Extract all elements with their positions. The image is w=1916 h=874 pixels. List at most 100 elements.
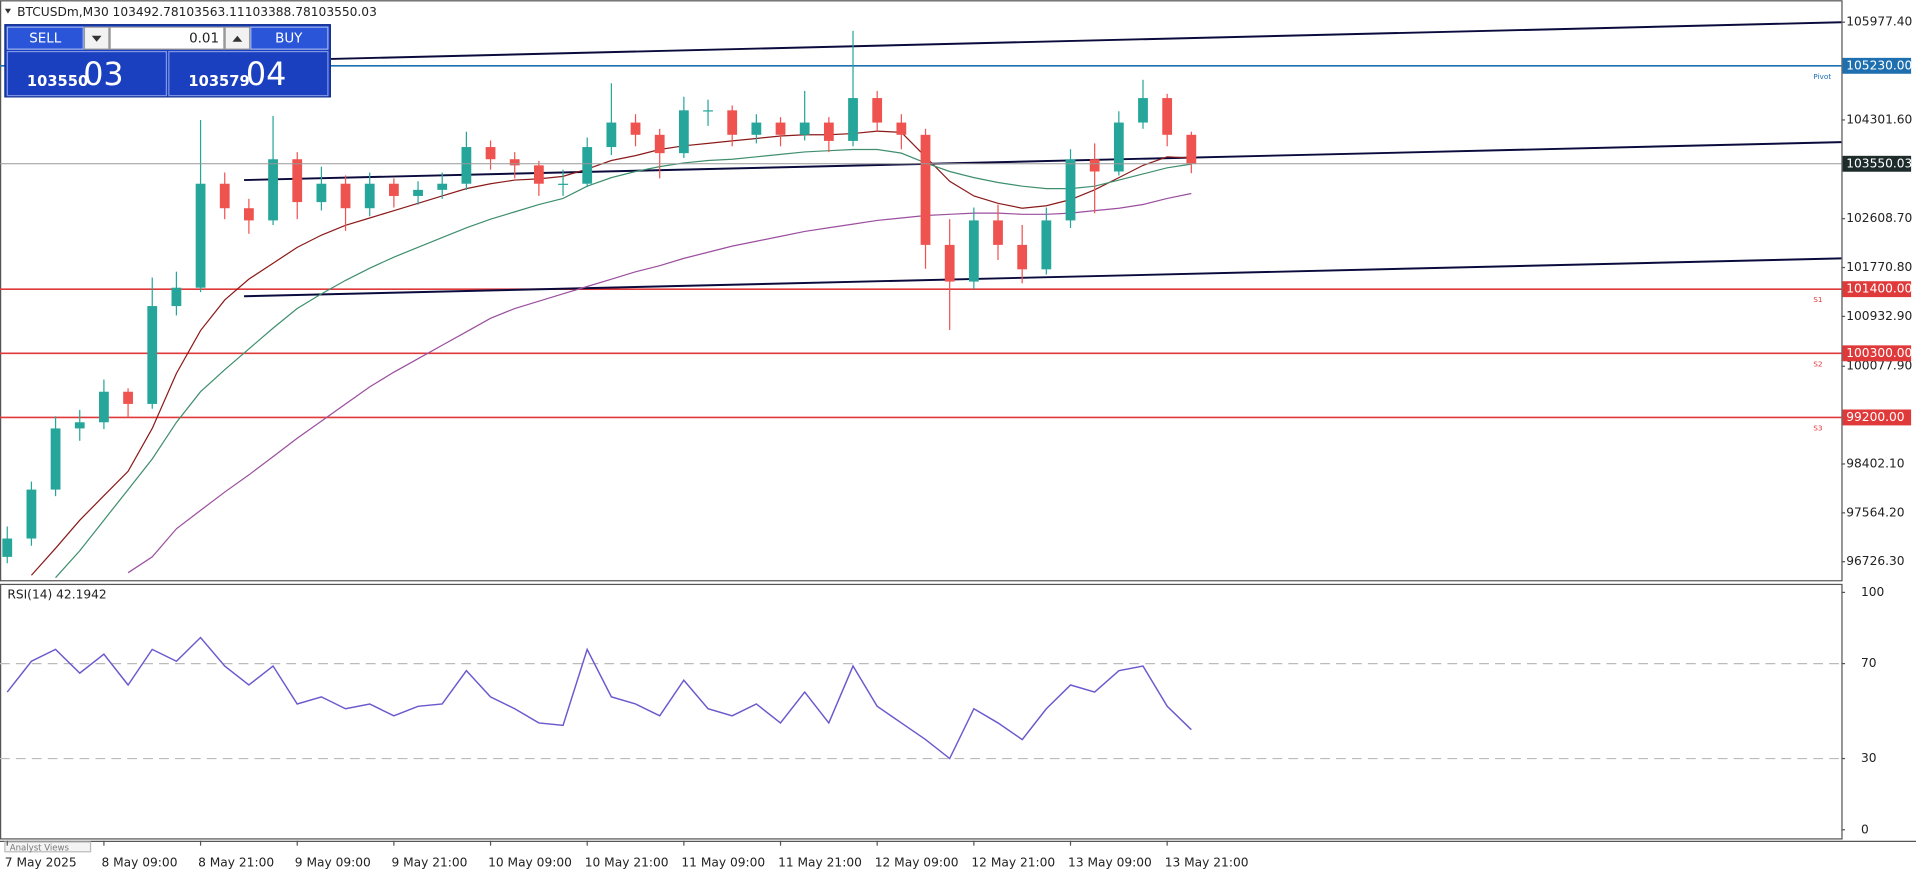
rsi-title: RSI(14) 42.1942 xyxy=(7,587,106,601)
candle-body xyxy=(485,147,496,160)
candle-body xyxy=(630,122,641,135)
trade-panel: SELL 0.01 BUY 103550 03 103579 04 xyxy=(4,24,331,98)
moving-average xyxy=(55,148,1192,579)
x-tick-label: 12 May 21:00 xyxy=(971,855,1055,869)
candle-body xyxy=(413,189,423,196)
candle-body xyxy=(896,122,907,135)
candle-body xyxy=(461,147,472,184)
x-tick-label: 11 May 09:00 xyxy=(681,855,765,869)
candle-body xyxy=(775,122,786,135)
rsi-panel-frame xyxy=(0,583,1843,840)
sell-button[interactable] xyxy=(6,26,84,50)
candle-body xyxy=(2,538,13,557)
ask-big: 04 xyxy=(246,55,286,93)
level-price-box xyxy=(1842,281,1912,298)
candle-body xyxy=(1138,98,1148,123)
y-tick-label: 97564.20 xyxy=(1846,505,1904,519)
x-tick-label: 13 May 21:00 xyxy=(1165,855,1249,869)
level-price-label: 101400.00 xyxy=(1846,282,1912,296)
candle-body xyxy=(703,110,713,112)
candle-body xyxy=(968,220,979,282)
candle-body xyxy=(606,122,617,148)
y-tick-label: 102608.70 xyxy=(1846,211,1912,225)
trendline xyxy=(244,141,1842,182)
candle-body xyxy=(1065,159,1076,221)
level-name: S3 xyxy=(1813,423,1823,432)
ask-main: 103579 xyxy=(188,73,249,90)
y-tick-label: 100077.90 xyxy=(1846,359,1912,373)
header-value: 103563.11 xyxy=(179,5,245,19)
header-value: 103492.78 xyxy=(113,5,179,19)
volume-input[interactable] xyxy=(109,26,225,50)
candle-body xyxy=(799,122,810,135)
level-price-label: 105230.00 xyxy=(1846,58,1912,72)
volume-down-arrow xyxy=(91,35,102,42)
candle-body xyxy=(147,306,158,404)
candle-body xyxy=(1162,98,1173,135)
candle-body xyxy=(993,220,1003,245)
sell-label[interactable]: SELL xyxy=(29,32,62,47)
y-tick-label: 100932.90 xyxy=(1846,309,1912,323)
ask-box[interactable] xyxy=(168,50,329,97)
candle-body xyxy=(727,110,738,135)
volume-up-arrow xyxy=(232,35,243,42)
x-tick-label: 10 May 21:00 xyxy=(585,855,669,869)
candle-body xyxy=(99,391,109,423)
header-value: 103550.03 xyxy=(311,5,377,19)
candle-body xyxy=(195,183,206,288)
header-icon xyxy=(4,8,12,14)
candle-body xyxy=(1186,134,1197,164)
level-price-label: 100300.00 xyxy=(1846,346,1912,360)
candle-body xyxy=(219,183,230,209)
x-tick-label: 8 May 09:00 xyxy=(101,855,177,869)
volume-value[interactable]: 0.01 xyxy=(189,32,219,47)
candle-body xyxy=(244,208,254,221)
level-price-box xyxy=(1842,409,1912,426)
bid-main: 103550 xyxy=(27,73,88,90)
candle-body xyxy=(388,183,399,196)
last-price-box xyxy=(1842,155,1912,172)
y-tick-label: 96726.30 xyxy=(1846,554,1904,568)
candle-body xyxy=(678,110,689,154)
candle-body xyxy=(1017,244,1028,270)
candle-body xyxy=(340,183,351,209)
candle-body xyxy=(437,183,448,190)
candle-body xyxy=(582,147,593,184)
buy-label[interactable]: BUY xyxy=(275,32,303,47)
level-name: Pivot xyxy=(1813,72,1831,81)
level-name: S1 xyxy=(1813,295,1822,304)
buy-button[interactable] xyxy=(250,26,329,50)
level-name: S2 xyxy=(1813,359,1822,368)
y-tick-label: 98402.10 xyxy=(1846,456,1904,470)
analyst-tab[interactable] xyxy=(4,841,92,853)
candle-body xyxy=(944,244,955,282)
level-price-label: 99200.00 xyxy=(1846,410,1904,424)
trendline xyxy=(244,257,1842,298)
candle-body xyxy=(533,165,544,184)
x-tick-label: 9 May 09:00 xyxy=(295,855,371,869)
level-price-box xyxy=(1842,345,1912,362)
rsi-line xyxy=(6,636,1192,760)
bid-box[interactable] xyxy=(6,50,168,97)
trendline xyxy=(331,21,1842,60)
y-tick-label: 0 xyxy=(1861,822,1869,836)
candle-body xyxy=(364,183,375,209)
analyst-tab-label[interactable]: Analyst Views xyxy=(10,844,70,854)
y-tick-label: 104301.60 xyxy=(1846,112,1912,126)
moving-average xyxy=(127,192,1192,574)
candle-body xyxy=(292,159,303,203)
y-tick-label: 30 xyxy=(1861,751,1877,765)
candle-body xyxy=(920,134,931,245)
symbol-title: BTCUSDm,M30 xyxy=(17,5,109,19)
ohlc-header: 103492.78 103563.11 103388.78 103550.03 xyxy=(113,5,377,19)
x-tick-label: 11 May 21:00 xyxy=(778,855,862,869)
candle-body xyxy=(50,428,61,490)
candle-body xyxy=(123,391,133,404)
y-tick-label: 70 xyxy=(1861,656,1877,670)
candle-body xyxy=(1113,122,1124,172)
candle-body xyxy=(654,134,665,154)
header-value: 103388.78 xyxy=(245,5,311,19)
x-tick-label: 8 May 21:00 xyxy=(198,855,274,869)
candle-body xyxy=(268,159,278,221)
